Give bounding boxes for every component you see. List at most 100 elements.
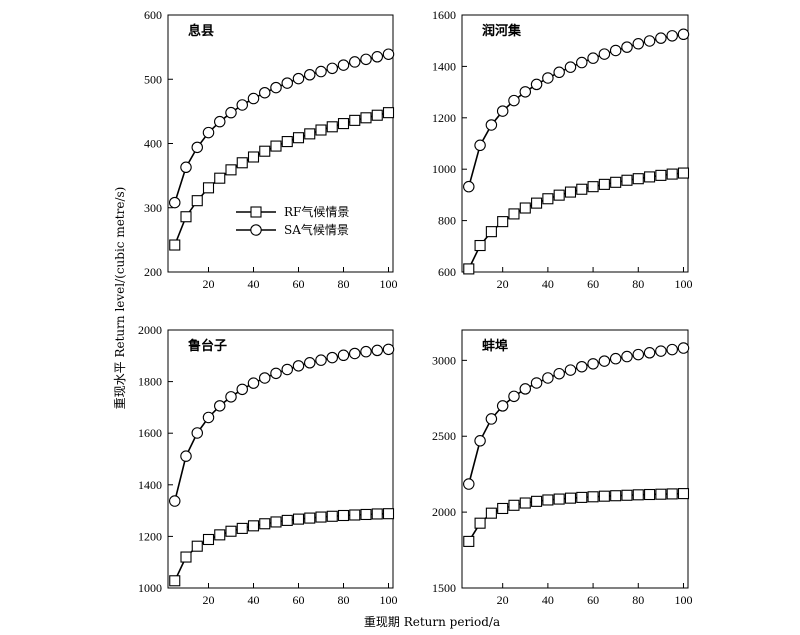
data-point-circle (371, 51, 383, 63)
data-point-circle (236, 383, 249, 396)
data-point-square (360, 112, 372, 124)
data-point-square (474, 239, 486, 252)
data-point-circle (655, 32, 667, 44)
data-point-circle (677, 28, 690, 41)
x-tick-label: 20 (497, 277, 509, 291)
data-point-square (270, 140, 282, 152)
data-point-square (326, 121, 338, 133)
plot-frame (461, 329, 689, 589)
data-point-square (610, 176, 622, 188)
legend-label: SA气候情景 (284, 222, 349, 237)
data-point-square (463, 535, 475, 547)
x-axis-title: 重现期 Return period/a (364, 615, 500, 629)
data-point-square (531, 495, 543, 507)
data-point-circle (474, 139, 486, 152)
data-point-circle (303, 357, 316, 369)
data-point-square (169, 239, 181, 251)
data-point-square (621, 489, 633, 501)
data-point-square (180, 211, 192, 223)
x-tick-label: 100 (380, 277, 398, 291)
data-point-circle (292, 72, 305, 85)
y-tick-label: 200 (144, 265, 162, 279)
data-point-circle (576, 56, 588, 69)
data-point-circle (643, 347, 656, 359)
x-tick-label: 100 (674, 277, 692, 291)
y-tick-label: 3000 (432, 353, 456, 367)
data-point-circle (530, 377, 543, 389)
y-tick-label: 1000 (432, 162, 456, 176)
data-point-circle (169, 495, 181, 507)
data-point-circle (326, 62, 338, 75)
data-point-square (644, 488, 656, 501)
data-point-square (576, 183, 588, 195)
x-tick-label: 60 (293, 593, 305, 607)
data-point-circle (337, 349, 350, 362)
data-point-square (337, 118, 350, 130)
data-point-square (655, 488, 667, 500)
data-point-circle (576, 360, 588, 373)
x-tick-label: 20 (203, 277, 215, 291)
data-point-square (677, 488, 690, 500)
data-point-square (214, 529, 226, 541)
data-point-circle (587, 52, 599, 64)
data-point-square (632, 489, 644, 501)
data-point-square (382, 107, 395, 119)
data-point-circle (169, 196, 181, 209)
data-point-square (508, 499, 520, 511)
data-point-circle (598, 355, 611, 367)
data-point-square (247, 151, 260, 163)
data-point-circle (463, 180, 475, 193)
data-point-circle (564, 364, 577, 376)
y-tick-label: 1800 (138, 375, 162, 389)
data-point-circle (382, 343, 395, 356)
data-point-square (485, 507, 497, 519)
data-point-square (508, 208, 520, 220)
y-tick-label: 400 (144, 137, 162, 151)
data-point-circle (247, 92, 260, 105)
x-tick-label: 40 (248, 277, 260, 291)
legend: RF气候情景 SA气候情景 (236, 204, 349, 237)
y-tick-label: 2000 (432, 505, 456, 519)
data-point-circle (655, 345, 667, 357)
data-point-circle (609, 352, 622, 365)
y-tick-label: 1400 (432, 59, 456, 73)
y-tick-label: 2500 (432, 429, 456, 443)
data-point-circle (485, 119, 498, 131)
y-tick-label: 600 (438, 265, 456, 279)
data-point-square (610, 490, 622, 502)
legend-marker-square (250, 206, 262, 218)
y-tick-label: 600 (144, 8, 162, 22)
x-tick-label: 100 (674, 593, 692, 607)
data-point-circle (326, 351, 338, 364)
panel-title: 蚌埠 (482, 338, 508, 354)
series-line-square (468, 492, 684, 542)
data-point-square (587, 491, 599, 503)
series-line-square (174, 512, 389, 582)
data-point-square (576, 491, 588, 503)
data-point-square (315, 124, 327, 136)
y-tick-label: 1600 (138, 426, 162, 440)
data-point-square (542, 193, 554, 205)
data-point-circle (587, 358, 599, 370)
data-point-square (292, 132, 305, 144)
data-point-circle (292, 360, 305, 372)
y-axis-title: 重现水平 Return level/(cubic metre/s) (113, 187, 127, 410)
data-point-square (225, 164, 237, 176)
data-point-square (259, 145, 271, 157)
data-point-square (553, 493, 565, 505)
panel-4: 20 40 60 80 100 1500 2000 2500 3000 蚌埠 (432, 329, 692, 607)
data-point-circle (191, 141, 204, 154)
series-line-circle (468, 347, 684, 485)
data-point-circle (348, 347, 361, 360)
y-tick-label: 1200 (432, 111, 456, 125)
data-point-circle (621, 41, 633, 53)
data-point-circle (202, 411, 215, 424)
data-point-circle (621, 350, 633, 363)
data-point-square (497, 216, 509, 228)
data-point-circle (315, 65, 327, 78)
data-point-square (304, 128, 316, 140)
y-tick-label: 500 (144, 72, 162, 86)
x-tick-label: 60 (587, 593, 599, 607)
data-point-square (519, 202, 531, 214)
panel-1: 20 40 60 80 100 200 300 400 500 600 息县 (144, 8, 398, 291)
